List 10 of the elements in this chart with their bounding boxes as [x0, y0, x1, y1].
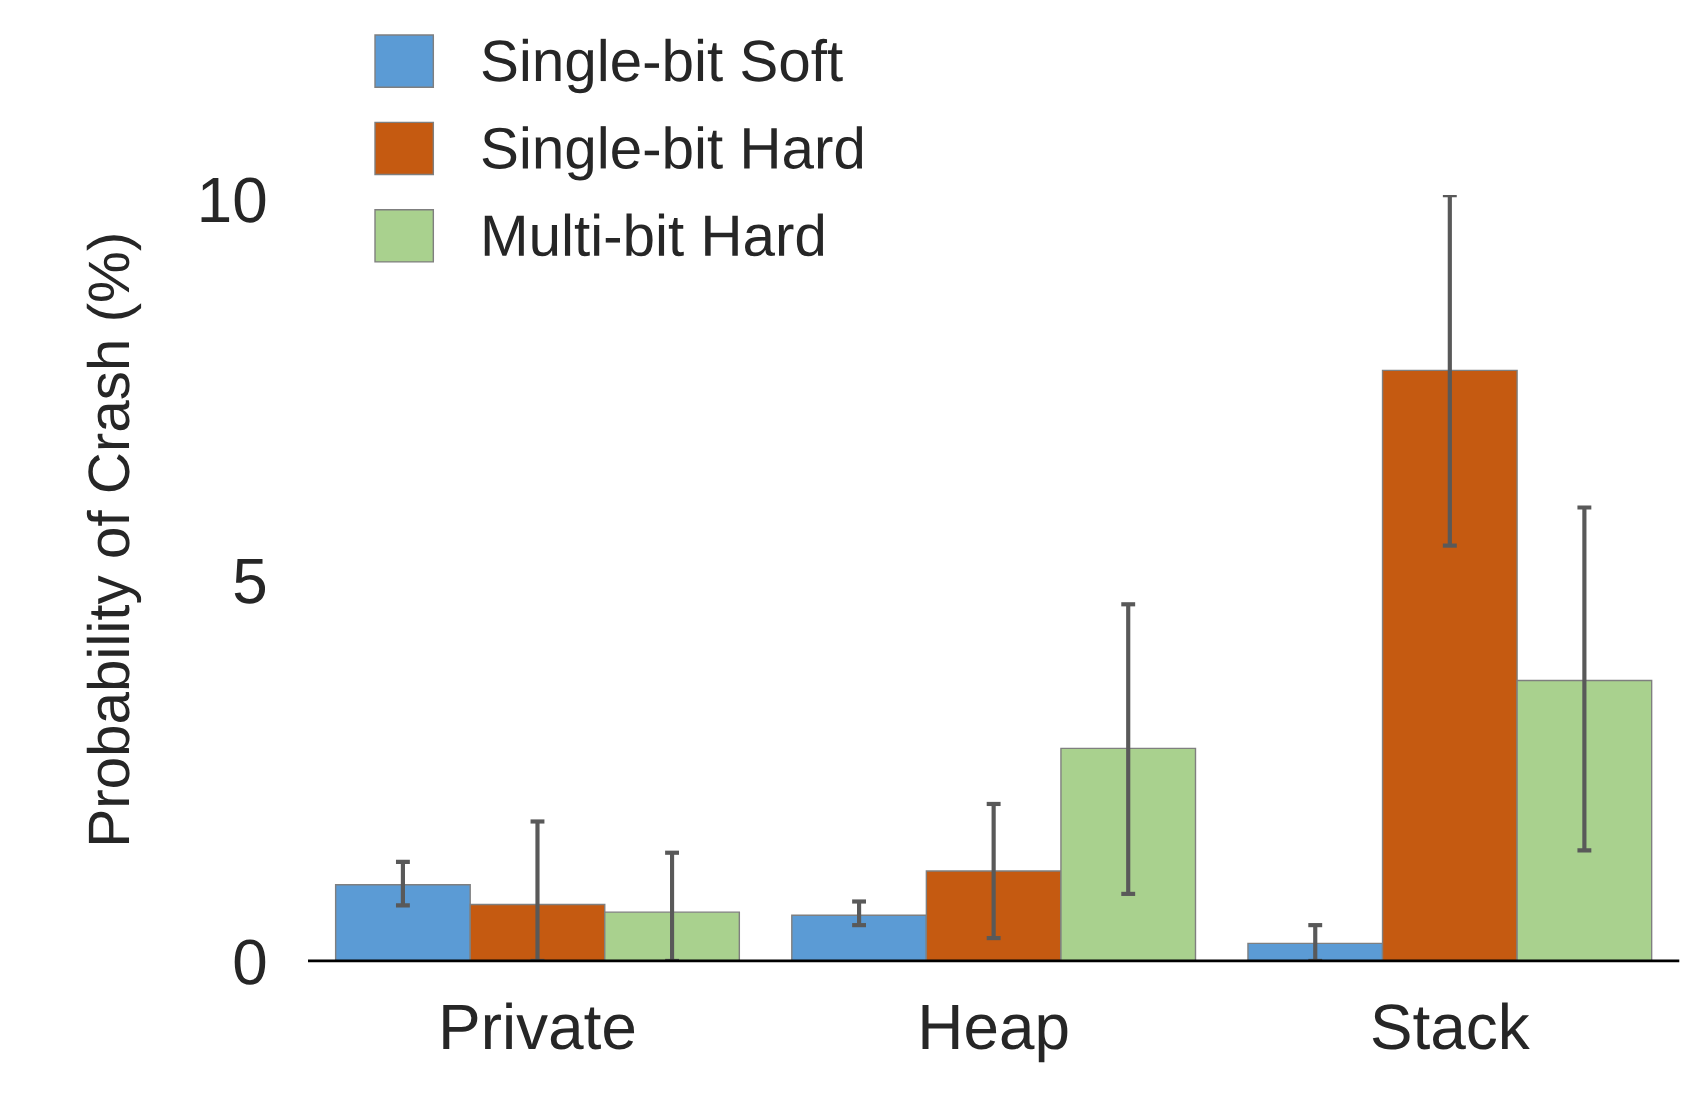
legend-label: Multi-bit Hard [484, 213, 824, 257]
y-axis-title: Probability of Crash (%) [86, 235, 142, 843]
y-tick-label: 5 [234, 559, 266, 604]
x-tick-label: Heap [922, 1004, 1068, 1063]
legend-label: Single-bit Hard [482, 126, 863, 181]
legend-label: Single-bit Soft [482, 38, 843, 94]
x-tick-label: Private [443, 1002, 635, 1050]
y-tick-label: 10 [201, 177, 266, 223]
y-tick-label: 0 [234, 939, 266, 985]
x-tick-label: Stack [1372, 1002, 1530, 1050]
